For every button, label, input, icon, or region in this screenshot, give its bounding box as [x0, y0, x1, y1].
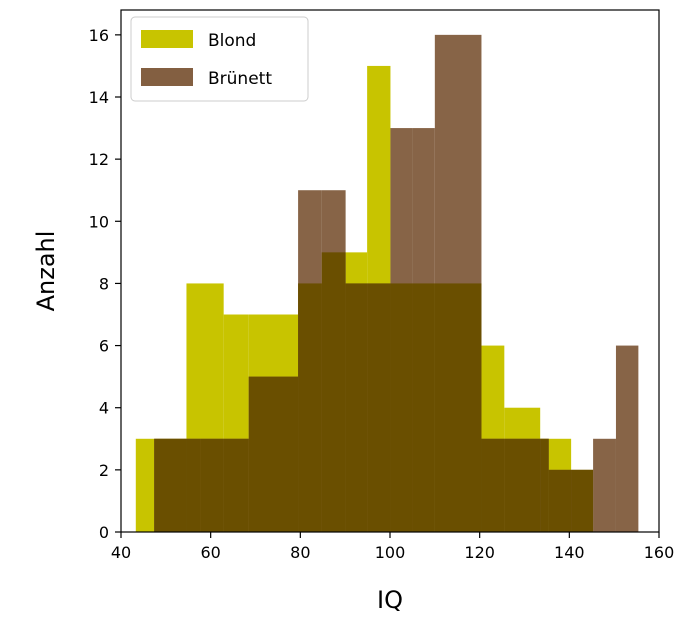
overlap-bar	[504, 438, 541, 532]
legend-swatch-bruenett	[141, 68, 193, 86]
bar	[135, 438, 155, 532]
overlap-bar	[390, 283, 413, 532]
x-tick-label: 120	[464, 543, 495, 562]
y-axis-label: Anzahl	[32, 231, 60, 312]
x-axis: 40 60 80 100 120 140 160	[111, 532, 674, 562]
y-tick-label: 0	[99, 523, 109, 542]
x-tick-label: 160	[644, 543, 675, 562]
bar	[593, 438, 616, 532]
legend-label-blond: Blond	[208, 31, 256, 51]
overlap-bar	[223, 438, 249, 532]
y-tick-label: 16	[89, 26, 109, 45]
overlap-bar	[367, 283, 391, 532]
overlap-bar	[481, 438, 505, 532]
bar	[615, 345, 639, 532]
y-tick-label: 2	[99, 461, 109, 480]
y-tick-label: 10	[89, 212, 109, 231]
overlap-bar	[186, 438, 201, 532]
x-tick-label: 60	[200, 543, 220, 562]
x-tick-label: 40	[111, 543, 131, 562]
overlap-bar	[248, 376, 299, 532]
y-tick-label: 6	[99, 337, 109, 356]
y-tick-label: 8	[99, 274, 109, 293]
overlap-bar	[540, 438, 549, 532]
x-axis-label: IQ	[377, 586, 403, 614]
overlap-bar	[321, 252, 346, 532]
x-tick-label: 140	[554, 543, 585, 562]
legend-swatch-blond	[141, 30, 193, 48]
y-tick-label: 12	[89, 150, 109, 169]
overlap-bar	[548, 469, 572, 532]
y-axis: 0 2 4 6 8 10 12 14 16	[89, 26, 121, 542]
overlap-layer	[154, 252, 594, 532]
overlap-bar	[298, 283, 322, 532]
overlap-bar	[200, 438, 224, 532]
y-tick-label: 4	[99, 399, 109, 418]
overlap-bar	[154, 438, 187, 532]
overlap-bar	[571, 469, 594, 532]
legend-label-bruenett: Brünett	[208, 69, 272, 89]
x-tick-label: 100	[375, 543, 406, 562]
x-tick-label: 80	[290, 543, 310, 562]
overlap-bar	[345, 283, 368, 532]
y-tick-label: 14	[89, 88, 109, 107]
histogram-bars	[135, 34, 639, 533]
overlap-bar	[412, 283, 435, 532]
overlap-bar	[434, 283, 482, 532]
legend: Blond Brünett	[130, 16, 309, 102]
